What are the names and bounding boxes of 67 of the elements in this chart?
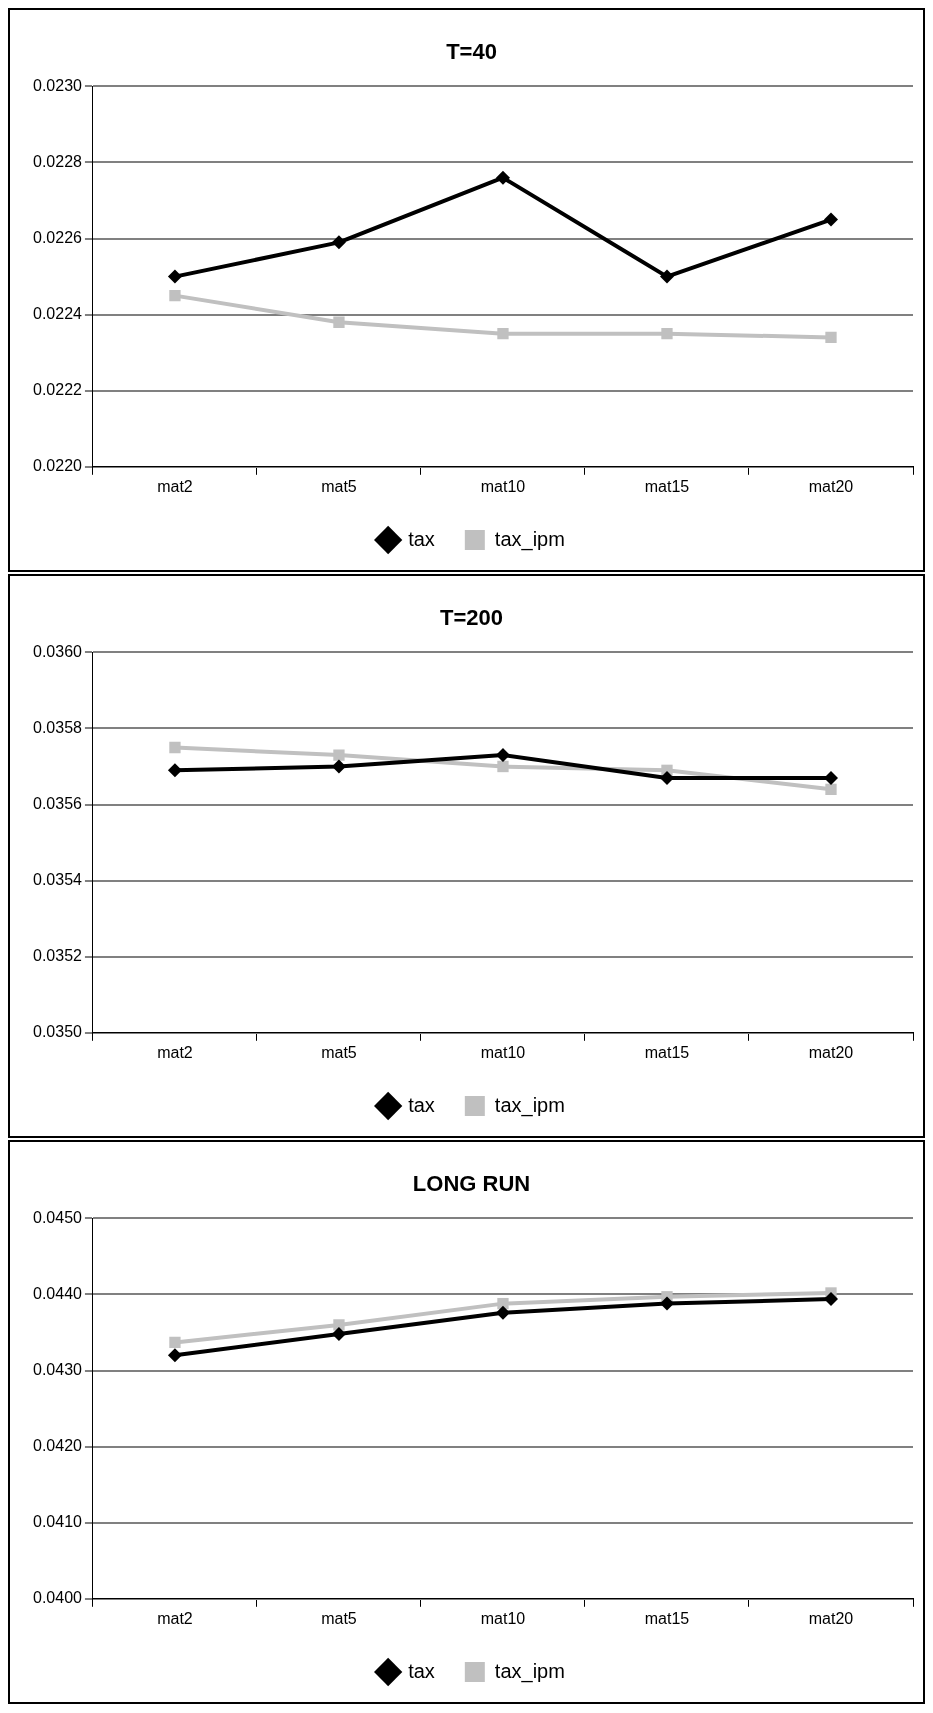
point [333,316,345,328]
chart-title: LONG RUN [412,1171,531,1197]
point [823,212,838,227]
y-tick-label: 0.0356 [33,794,83,812]
point [495,170,510,185]
x-tick-label: mat15 [644,477,690,495]
y-tick-label: 0.0430 [33,1360,83,1378]
point [497,760,509,773]
x-tick-label: mat2 [157,1043,193,1061]
chart-title: T=200 [440,605,503,631]
y-tick-label: 0.0228 [33,152,83,170]
x-tick-label: mat5 [321,1043,357,1061]
x-tick-label: mat5 [321,1609,357,1627]
y-tick-label: 0.0410 [33,1513,83,1531]
legend-label: tax_ipm [494,1093,565,1117]
point [659,770,674,785]
x-tick-label: mat20 [808,1043,854,1061]
point [497,328,509,340]
point [661,328,673,340]
y-tick-label: 0.0440 [33,1284,83,1302]
legend-label: tax_ipm [494,1659,565,1683]
legend-label: tax [408,1093,435,1116]
point [495,1305,510,1320]
point [659,1296,674,1311]
point [331,235,346,250]
y-tick-label: 0.0450 [33,1208,83,1226]
legend-label: tax [408,1659,435,1682]
point [169,289,181,302]
chart-title: T=40 [446,39,497,65]
y-tick-label: 0.0224 [33,305,83,323]
legend-label: tax_ipm [494,527,565,551]
x-tick-label: mat10 [480,1043,526,1061]
y-tick-label: 0.0222 [33,381,83,399]
x-tick-label: mat10 [480,477,526,495]
point [825,331,837,344]
x-tick-label: mat2 [157,477,193,495]
y-tick-label: 0.0360 [33,642,83,660]
x-tick-label: mat2 [157,1609,193,1627]
x-tick-label: mat20 [808,477,854,495]
y-tick-label: 0.0226 [33,228,83,246]
y-tick-label: 0.0220 [33,457,83,475]
point [331,1327,346,1342]
y-tick-label: 0.0420 [33,1437,83,1455]
y-tick-label: 0.0358 [33,718,83,736]
point [497,1297,509,1310]
point [331,759,346,774]
point [495,748,510,763]
point [167,763,182,778]
x-tick-label: mat15 [644,1609,690,1627]
x-tick-label: mat10 [480,1609,526,1627]
y-tick-label: 0.0350 [33,1023,83,1041]
point [825,783,837,795]
x-tick-label: mat20 [808,1609,854,1627]
point [167,269,182,284]
point [659,269,674,284]
y-tick-label: 0.0230 [33,76,83,94]
point [169,1336,181,1349]
point [333,749,345,761]
point [167,1348,182,1363]
y-tick-label: 0.0354 [33,871,83,889]
y-tick-label: 0.0400 [33,1589,83,1607]
x-tick-label: mat15 [644,1043,690,1061]
legend-label: tax [408,527,435,550]
point [823,1292,838,1307]
x-tick-label: mat5 [321,477,357,495]
point [169,741,181,754]
y-tick-label: 0.0352 [33,947,83,965]
